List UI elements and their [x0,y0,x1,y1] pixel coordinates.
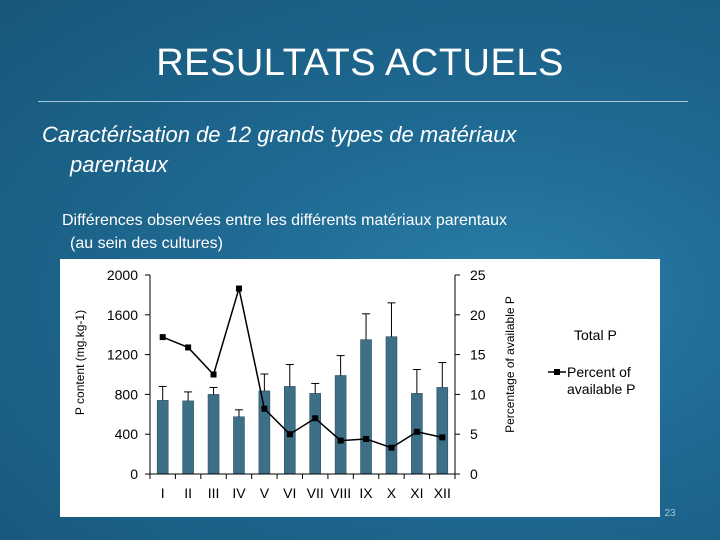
available-p-point-VI [286,431,293,438]
x-tick-label-IX: IX [359,485,373,501]
x-tick-label-XI: XI [410,485,423,501]
y-tick-label-800: 800 [115,386,139,402]
bar-III [207,394,220,475]
available-p-line [162,288,443,449]
title-divider [38,101,688,102]
legend-available-p-marker [554,369,560,375]
x-tick-label-V: V [260,485,270,501]
available-p-point-IV [235,285,242,292]
bar-XII [436,387,449,475]
y2-tick-label-10: 10 [470,386,486,402]
x-tick-label-VII: VII [307,485,324,501]
bar-IX [360,339,372,475]
bar-I [156,400,169,475]
y-tick-label-2000: 2000 [107,267,138,283]
legend-available-p-label-line2: available P [567,381,636,397]
x-tick-label-VIII: VIII [330,485,351,501]
available-p-point-I [159,334,166,341]
slide-subtitle: Caractérisation de 12 grands types de ma… [42,120,642,180]
available-p-point-IX [363,435,370,442]
x-tick-label-XII: XII [434,485,451,501]
chart-note: Différences observées entre les différen… [62,209,662,255]
y-axis-title: P content (mg.kg-1) [73,310,87,415]
legend-available-p-label: Percent of available P [567,364,636,397]
y-tick-label-400: 400 [115,426,139,442]
bar-IV [233,416,245,475]
available-p-point-VIII [337,437,344,444]
x-tick-label-III: III [208,485,220,501]
y2-tick-label-25: 25 [470,267,486,283]
y2-tick-label-20: 20 [470,307,486,323]
note-line-1: Différences observées entre les différen… [62,212,507,229]
slide-title: RESULTATS ACTUELS [156,42,564,84]
bar-V [258,390,271,475]
available-p-point-V [261,405,268,412]
y2-tick-label-0: 0 [470,466,478,482]
bar-VIII [334,375,347,475]
available-p-point-III [210,371,217,378]
x-tick-label-I: I [161,485,165,501]
page-number: 23 [664,508,676,519]
y2-tick-label-5: 5 [470,426,478,442]
x-tick-label-VI: VI [283,485,296,501]
subtitle-line-1: Caractérisation de 12 grands types de ma… [42,122,517,147]
y-tick-label-0: 0 [130,466,138,482]
y-tick-label-1200: 1200 [107,347,138,363]
subtitle-line-2: parentaux [70,152,168,177]
available-p-point-XII [439,434,446,441]
available-p-point-XI [413,428,420,435]
available-p-point-X [388,444,395,451]
legend-available-p-label-line1: Percent of [567,364,631,380]
available-p-point-II [185,344,192,351]
chart-panel: 0 400 800 1200 1600 2000 0 5 10 15 20 25 I II III IV V VI… [60,259,660,517]
y2-tick-label-15: 15 [470,347,486,363]
note-line-2: (au sein des cultures) [70,235,223,252]
bar-II [182,400,194,475]
bar-VII [309,393,322,475]
y-tick-label-1600: 1600 [107,307,138,323]
x-tick-label-II: II [184,485,192,501]
x-tick-label-IV: IV [232,485,246,501]
available-p-point-VII [312,415,319,422]
y2-axis-title: Percentage of available P [503,296,517,433]
bar-X [385,336,398,475]
x-tick-label-X: X [387,485,397,501]
legend-total-p-label: Total P [574,327,617,343]
